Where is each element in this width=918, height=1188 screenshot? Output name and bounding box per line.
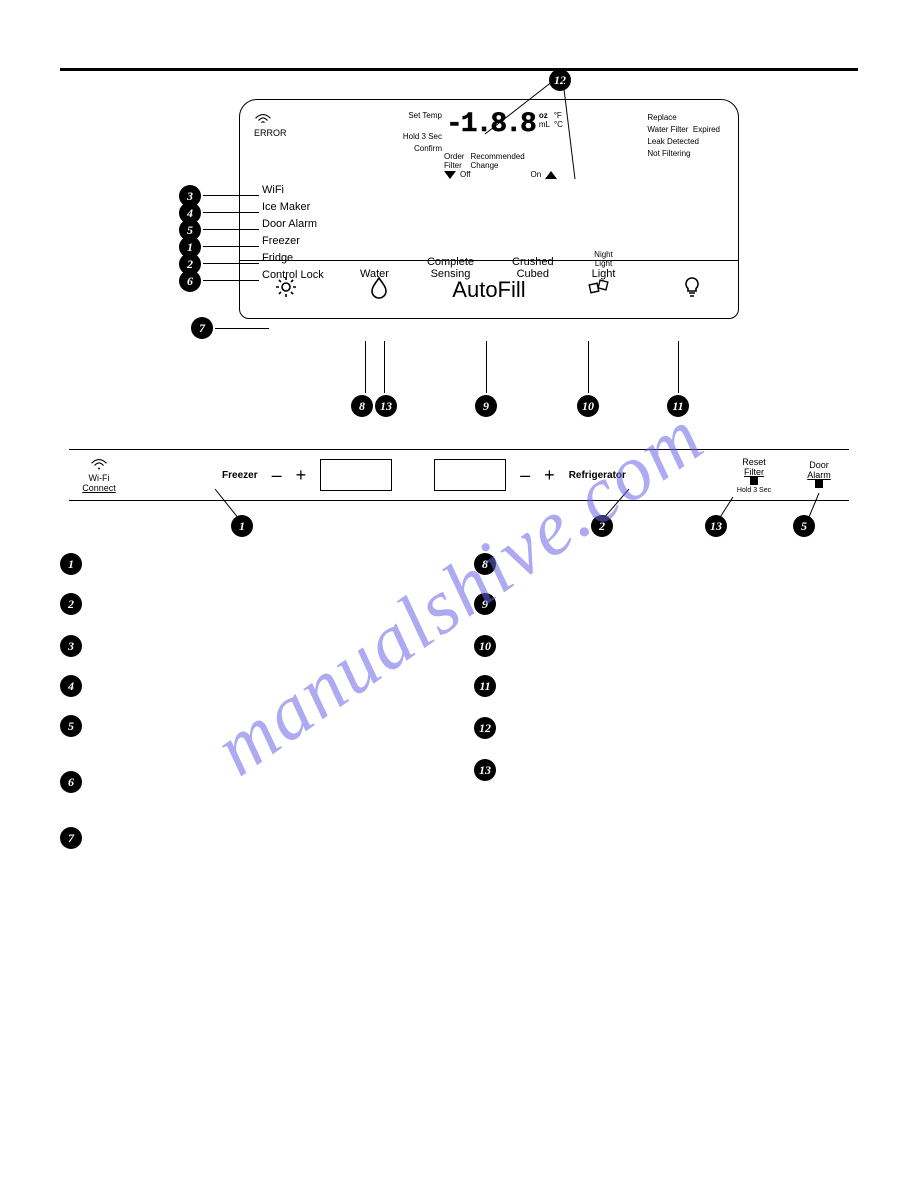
dispenser-panel: ERROR Set Temp Hold 3 Sec Confirm -1.8.8: [239, 99, 739, 319]
hold3sec-label-2: Hold 3 Sec: [719, 487, 789, 494]
freezer-display: [320, 459, 392, 491]
error-label: ERROR: [254, 128, 287, 138]
legend-item-5: 5.: [60, 715, 444, 757]
callout-13a: 13: [375, 395, 397, 417]
refrigerator-label: Refrigerator: [569, 470, 626, 481]
autofill-button[interactable]: AutoFill: [452, 277, 525, 303]
legend-item-8: 8.: [474, 553, 858, 579]
wifi-icon: [90, 457, 108, 471]
fridge-display: [434, 459, 506, 491]
drop-icon: [367, 275, 391, 299]
callout-strip-5: 5: [793, 515, 815, 537]
callout-strip-1: 1: [231, 515, 253, 537]
legend-item-3: 3.: [60, 635, 444, 661]
callout-9: 9: [475, 395, 497, 417]
expired-label: Expired: [693, 125, 720, 134]
row-freezer: Freezer: [262, 233, 324, 250]
callout-12: 12: [549, 69, 571, 91]
freezer-minus[interactable]: –: [272, 465, 282, 486]
legend-item-4: 4.: [60, 675, 444, 701]
legend: 1. 2. 3. 4. 5. 6. 7. 8. 9. 10. 11. 12. 1…: [60, 539, 858, 867]
legend-item-9: 9.: [474, 593, 858, 621]
legend-item-12: 12.: [474, 717, 858, 745]
ice-icon: [587, 275, 611, 299]
down-arrow-icon: [444, 171, 456, 179]
row-wifi: WiFi: [262, 182, 324, 199]
door-label: Door: [789, 460, 849, 470]
gear-icon: [274, 275, 298, 299]
display-area: ERROR Set Temp Hold 3 Sec Confirm -1.8.8: [240, 100, 738, 260]
waterfilter-label: Water Filter: [647, 125, 688, 134]
freezer-label: Freezer: [222, 470, 258, 481]
legend-item-13: 13.: [474, 759, 858, 785]
row-icemaker: Ice Maker: [262, 199, 324, 216]
connect-label: Connect: [69, 483, 129, 493]
callout-10: 10: [577, 395, 599, 417]
internal-control-strip: Wi-Fi Connect Freezer – + – + Refrigerat…: [69, 449, 849, 501]
notfiltering-label: Not Filtering: [647, 148, 720, 160]
callout-strip-13: 13: [705, 515, 727, 537]
top-divider: [60, 68, 858, 71]
legend-item-11: 11.: [474, 675, 858, 703]
filter-label-2: Filter: [719, 467, 789, 477]
legend-left: 1. 2. 3. 4. 5. 6. 7.: [60, 539, 444, 867]
callout-6: 6: [179, 270, 201, 292]
left-callout-stack: 3 4 5 1 2 6: [179, 185, 201, 287]
square-icon: [815, 480, 823, 488]
row-dooralarm: Door Alarm: [262, 216, 324, 233]
wifi-label: Wi-Fi: [69, 473, 129, 483]
center-display: Set Temp Hold 3 Sec Confirm -1.8.8 oz °F: [400, 110, 620, 180]
fridge-plus[interactable]: +: [544, 465, 555, 486]
ice-button[interactable]: [579, 275, 619, 304]
replace-label: Replace: [647, 112, 720, 124]
seven-segment: -1.8.8: [446, 110, 535, 141]
off-label: Off: [460, 171, 471, 180]
door-alarm-button[interactable]: Door Alarm: [789, 460, 849, 490]
change-label: Change: [470, 162, 524, 171]
freezer-plus[interactable]: +: [296, 465, 307, 486]
fridge-minus[interactable]: –: [520, 465, 530, 486]
confirm-label: Confirm: [400, 145, 442, 154]
alarm-label: Alarm: [789, 470, 849, 480]
legend-item-2: 2.: [60, 593, 444, 621]
callout-strip-2: 2: [591, 515, 613, 537]
legend-item-7: 7.: [60, 827, 444, 853]
night-label: Night: [592, 250, 616, 259]
square-icon: [750, 477, 758, 485]
wifi-icon: [254, 112, 272, 126]
on-label: On: [531, 171, 542, 180]
callout-8: 8: [351, 395, 373, 417]
internal-control-diagram: Wi-Fi Connect Freezer – + – + Refrigerat…: [69, 449, 849, 529]
wifi-connect-button[interactable]: Wi-Fi Connect: [69, 457, 129, 493]
bulb-icon: [680, 275, 704, 299]
status-column: Replace Water Filter Expired Leak Detect…: [647, 112, 720, 160]
legend-item-1: 1.: [60, 553, 444, 579]
settemp-label: Set Temp: [400, 112, 442, 121]
callout-7: 7: [191, 317, 213, 339]
legend-item-10: 10.: [474, 635, 858, 661]
reset-filter-button[interactable]: Reset Filter Hold 3 Sec: [719, 457, 789, 494]
legend-right: 8. 9. 10. 11. 12. 13.: [474, 539, 858, 867]
dispenser-panel-diagram: 12 3 4 5 1 2 6 7 8 13 9 10 11: [179, 99, 739, 369]
settings-button[interactable]: [266, 275, 306, 304]
page: manualshive.com 12 3 4 5 1 2 6 7 8 13: [0, 0, 918, 1188]
c-label: °C: [554, 121, 563, 130]
ml-label: mL: [539, 121, 550, 130]
legend-item-6: 6.: [60, 771, 444, 813]
callout-11: 11: [667, 395, 689, 417]
wifi-block: ERROR: [254, 112, 287, 138]
reset-label: Reset: [719, 457, 789, 467]
water-button[interactable]: [359, 275, 399, 304]
button-bar: AutoFill: [240, 260, 738, 318]
light-button[interactable]: [672, 275, 712, 304]
leak-label: Leak Detected: [647, 136, 720, 148]
up-arrow-icon: [545, 171, 557, 179]
hold3sec-label: Hold 3 Sec: [400, 133, 442, 142]
